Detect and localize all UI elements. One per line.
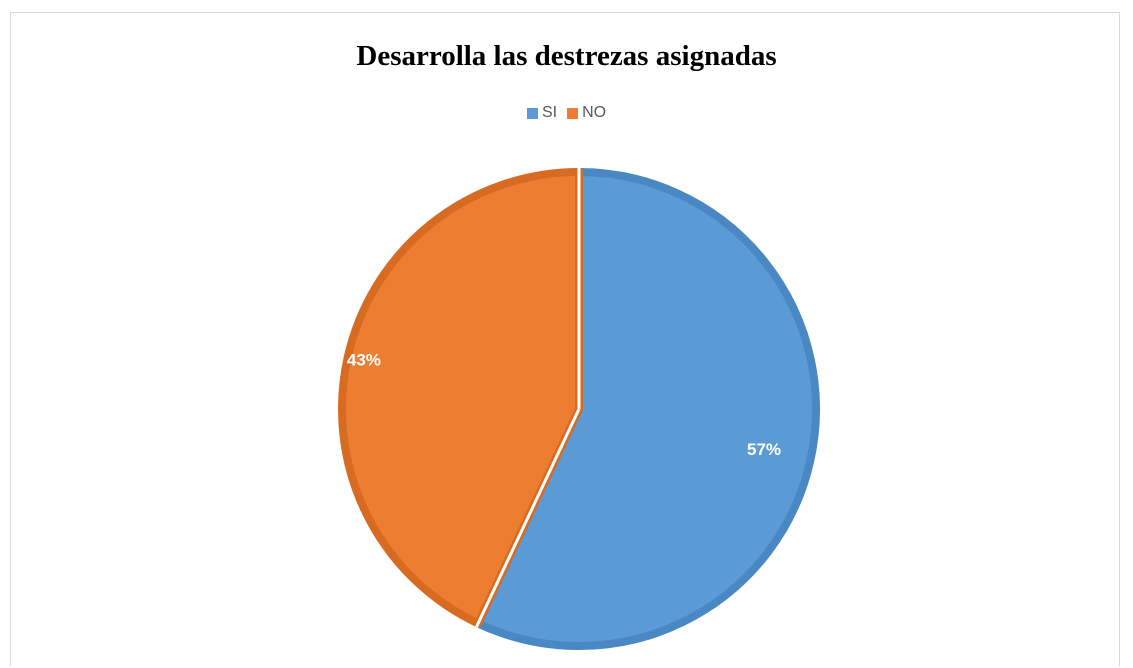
data-label-si: 57% <box>747 440 781 459</box>
pie-slice-no <box>338 168 583 628</box>
pie-slice-si <box>474 168 820 650</box>
pie-slices <box>338 168 820 650</box>
data-label-no: 43% <box>347 350 381 369</box>
legend-label-si: SI <box>541 104 558 121</box>
slice-separator <box>475 408 581 628</box>
legend-item-no: NO <box>567 104 606 122</box>
legend-label-no: NO <box>582 104 607 121</box>
legend: SI NO <box>0 104 1133 122</box>
legend-item-si: SI <box>526 104 558 122</box>
pie-data-labels: 57% 43% <box>347 350 781 458</box>
chart-title: Desarrolla las destrezas asignadas <box>356 40 777 72</box>
legend-swatch-si <box>526 107 538 119</box>
legend-swatch-no <box>567 107 579 119</box>
